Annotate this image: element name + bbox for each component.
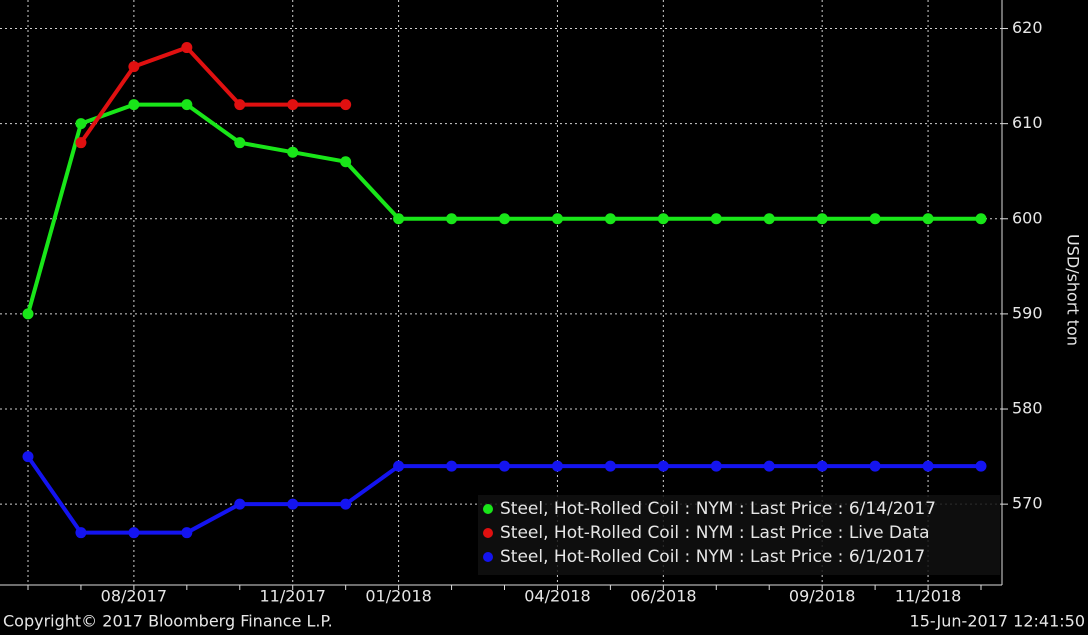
x-tick-label: 09/2018 [789,587,855,606]
y-tick-label: 570 [1012,494,1043,513]
point [75,527,87,539]
point [234,99,246,111]
point [128,527,140,539]
legend-label: Steel, Hot-Rolled Coil : NYM : Last Pric… [500,547,925,567]
point [128,99,140,111]
y-tick-label: 590 [1012,303,1043,322]
y-axis-label: USD/short ton [1064,234,1083,346]
point [340,498,352,510]
x-tick-label: 06/2018 [630,587,696,606]
point [75,118,87,130]
point [975,213,987,225]
series-line [79,45,346,144]
x-tick-label: 01/2018 [365,587,431,606]
point [22,451,34,463]
point [128,61,140,73]
point [551,213,563,225]
point [181,99,193,111]
point [922,213,934,225]
point [869,213,881,225]
point [816,460,828,472]
point [340,99,352,111]
y-tick-label: 620 [1012,18,1043,37]
legend-box [478,495,1000,575]
point [393,460,405,472]
legend-marker [483,528,493,538]
point [604,460,616,472]
footer-right: 15-Jun-2017 12:41:50 [910,612,1085,631]
point [340,156,352,168]
point [75,137,87,149]
point [869,460,881,472]
point [234,137,246,149]
point [287,146,299,158]
y-tick-label: 610 [1012,113,1043,132]
legend-marker [483,504,493,514]
point [22,308,34,320]
x-tick-label: 08/2017 [101,587,167,606]
point [234,498,246,510]
x-tick-label: 11/2017 [259,587,325,606]
x-tick-label: 04/2018 [524,587,590,606]
point [710,460,722,472]
y-tick-label: 580 [1012,399,1043,418]
point [499,213,510,225]
point [710,213,722,225]
point [181,42,193,54]
point [975,460,987,472]
point [499,460,510,472]
footer-left: Copyright© 2017 Bloomberg Finance L.P. [3,612,333,631]
point [287,99,299,111]
point [551,460,563,472]
point [393,213,405,225]
point [657,213,669,225]
legend-marker [483,552,493,562]
point [816,213,828,225]
point [657,460,669,472]
x-tick-label: 11/2018 [895,587,961,606]
legend-label: Steel, Hot-Rolled Coil : NYM : Last Pric… [500,523,930,543]
point [446,460,458,472]
point [287,498,299,510]
point [181,527,193,539]
point [446,213,458,225]
point [763,460,775,472]
legend-label: Steel, Hot-Rolled Coil : NYM : Last Pric… [500,499,936,519]
point [604,213,616,225]
point [763,213,775,225]
y-tick-label: 600 [1012,208,1043,227]
point [922,460,934,472]
